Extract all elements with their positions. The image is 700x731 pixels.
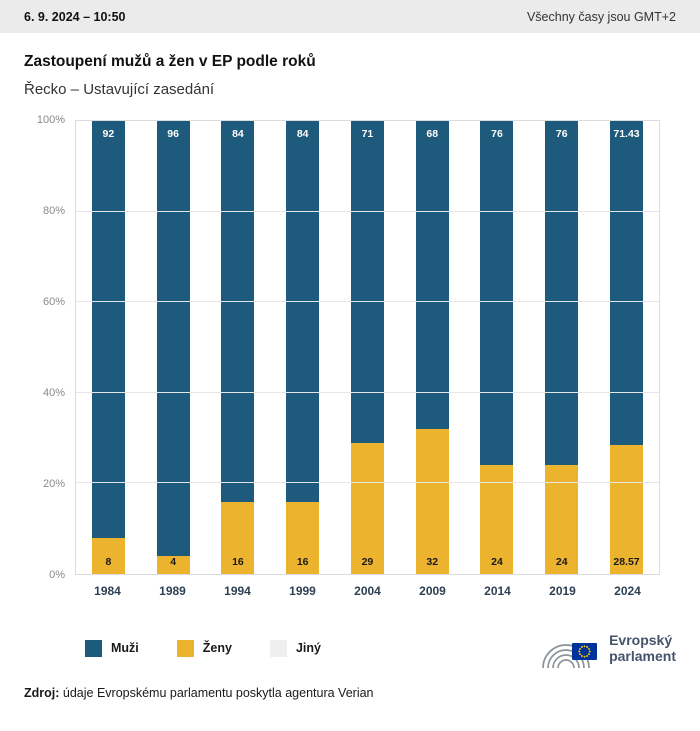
legend-item-muži: Muži — [85, 639, 139, 657]
bar-segment-women — [156, 555, 190, 574]
legend-item-ženy: Ženy — [176, 639, 232, 657]
bar-value-women: 28.57 — [613, 556, 640, 568]
bar-2019: 76 24 — [545, 121, 579, 574]
ep-logo-text-line1: Evropský — [609, 631, 673, 648]
source-text: údaje Evropskému parlamentu poskytla age… — [59, 686, 374, 700]
bar-value-women: 29 — [361, 556, 374, 568]
bar-value-women: 8 — [105, 556, 112, 568]
bar-value-men: 71.43 — [613, 128, 640, 140]
ep-logo-text: Evropský parlament — [609, 632, 676, 664]
legend-swatch — [269, 639, 287, 657]
gridline — [76, 482, 659, 484]
bar-value-men: 71 — [361, 128, 374, 140]
gridline — [76, 301, 659, 303]
bar-segment-men — [415, 121, 449, 430]
ep-logo: Evropský parlament — [541, 624, 676, 672]
bar-2014: 76 24 — [480, 121, 514, 574]
eu-flag-icon — [572, 643, 598, 660]
legend-swatch — [176, 639, 194, 657]
legend-label: Ženy — [202, 641, 232, 655]
bar-segment-men — [156, 121, 190, 556]
x-label-2024: 2024 — [614, 584, 641, 598]
gridline — [76, 210, 659, 212]
page-title: Zastoupení mužů a žen v EP podle roků — [24, 53, 316, 70]
bar-value-men: 84 — [232, 128, 244, 140]
source-line: Zdroj: údaje Evropskému parlamentu posky… — [24, 686, 676, 700]
bar-value-women: 32 — [426, 556, 439, 568]
bar-value-men: 76 — [555, 128, 568, 140]
x-label-2004: 2004 — [354, 584, 381, 598]
bar-value-women: 16 — [296, 556, 309, 568]
x-labels-row: 1984 1989 1994 1999 2004 2009 2014 2019 2024 — [75, 575, 660, 598]
y-tick-label: 80% — [42, 205, 65, 217]
bar-1984: 92 8 — [91, 121, 125, 574]
bar-value-women: 4 — [170, 556, 177, 568]
bar-segment-men — [480, 121, 514, 466]
y-tick-label: 20% — [42, 478, 65, 490]
bar-1994: 84 16 — [221, 121, 255, 574]
y-axis: 0% 20% 40% 60% 80% 100% — [0, 114, 75, 581]
bar-value-men: 84 — [296, 128, 309, 140]
legend-item-jiný: Jiný — [269, 639, 321, 657]
x-label-2014: 2014 — [484, 584, 511, 598]
x-label-1994: 1994 — [224, 584, 251, 598]
legend: Muži Ženy Jiný — [85, 639, 321, 657]
bar-segment-men — [286, 121, 320, 502]
header-bar: 6. 9. 2024 – 10:50 Všechny časy jsou GMT… — [0, 0, 700, 33]
legend-label: Muži — [111, 641, 139, 655]
ep-hemicycle-logo-icon — [542, 643, 598, 669]
plot-area: 92 8 96 4 84 16 84 16 71 29 68 32 76 24 76 24 71.43 28.57 — [75, 120, 660, 575]
bar-segment-men — [221, 121, 255, 502]
bottom-row: Muži Ženy Jiný Evropský parlament — [85, 624, 676, 672]
bar-segment-women — [221, 501, 255, 574]
bar-value-women: 16 — [232, 556, 244, 568]
eu-flag-stars — [578, 645, 591, 658]
bar-2024: 71.43 28.57 — [610, 121, 643, 574]
titles-block: Zastoupení mužů a žen v EP podle roků Ře… — [0, 33, 700, 98]
gridline — [76, 391, 659, 393]
x-label-2009: 2009 — [419, 584, 446, 598]
bars-row: 92 8 96 4 84 16 84 16 71 29 68 32 76 24 76 24 71.43 28.57 — [76, 121, 659, 574]
chart: 0% 20% 40% 60% 80% 100% 92 8 96 4 84 16 84 16 71 29 68 3… — [0, 114, 660, 598]
x-label-1989: 1989 — [159, 584, 186, 598]
ep-logo-text-line2: parlament — [609, 648, 676, 664]
bar-1999: 84 16 — [286, 121, 320, 574]
bar-2004: 71 29 — [350, 121, 384, 574]
bar-value-men: 76 — [491, 128, 503, 140]
bar-segment-women — [350, 442, 384, 574]
bar-value-women: 24 — [555, 556, 568, 568]
bar-segment-men — [545, 121, 579, 466]
header-timezone-note: Všechny časy jsou GMT+2 — [526, 9, 676, 24]
bar-value-women: 24 — [491, 556, 503, 568]
bar-segment-women — [286, 501, 320, 574]
bar-value-men: 96 — [167, 128, 179, 140]
source-label: Zdroj: — [24, 686, 60, 700]
bar-segment-men — [91, 121, 125, 538]
bar-2009: 68 32 — [415, 121, 449, 574]
bar-segment-men — [350, 121, 384, 443]
y-tick-label: 60% — [42, 296, 65, 308]
bar-value-men: 68 — [426, 128, 439, 140]
page-subtitle: Řecko – Ustavující zasedání — [24, 81, 215, 98]
bar-segment-women — [610, 444, 643, 574]
y-tick-label: 40% — [42, 387, 65, 399]
y-tick-label: 100% — [36, 114, 65, 126]
x-label-2019: 2019 — [549, 584, 576, 598]
x-label-1999: 1999 — [289, 584, 316, 598]
header-datetime: 6. 9. 2024 – 10:50 — [24, 9, 126, 24]
bar-value-men: 92 — [102, 128, 115, 140]
legend-swatch — [85, 639, 102, 657]
x-label-1984: 1984 — [94, 584, 121, 598]
bar-segment-women — [91, 537, 125, 574]
bar-1989: 96 4 — [156, 121, 190, 574]
bar-segment-men — [610, 121, 643, 445]
bar-segment-women — [415, 429, 449, 574]
y-tick-label: 0% — [49, 569, 65, 581]
legend-label: Jiný — [295, 641, 321, 655]
